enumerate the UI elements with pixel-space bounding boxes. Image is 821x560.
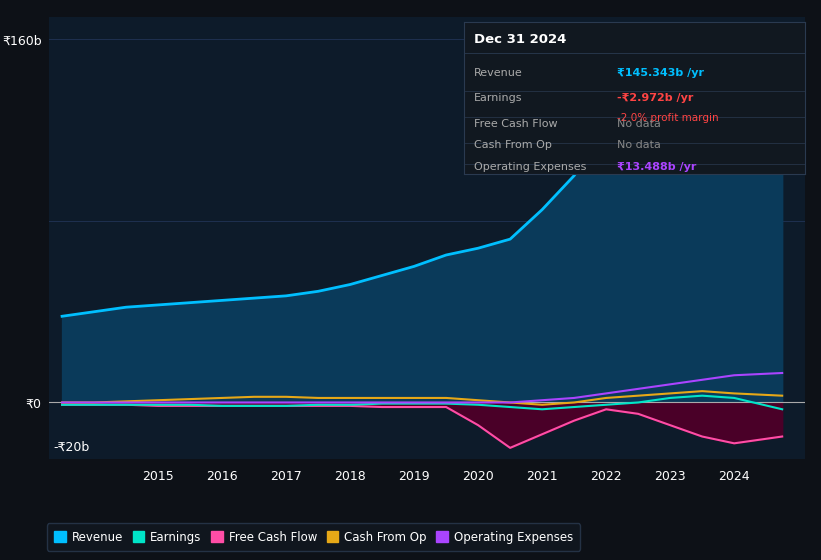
Legend: Revenue, Earnings, Free Cash Flow, Cash From Op, Operating Expenses: Revenue, Earnings, Free Cash Flow, Cash … [47,524,580,550]
Text: Revenue: Revenue [474,68,523,78]
Text: No data: No data [617,119,661,129]
Text: Earnings: Earnings [474,94,523,104]
Text: ₹13.488b /yr: ₹13.488b /yr [617,161,696,171]
Text: ₹145.343b /yr: ₹145.343b /yr [617,68,704,78]
Text: -₹20b: -₹20b [53,441,89,454]
Text: Free Cash Flow: Free Cash Flow [474,119,557,129]
Text: Dec 31 2024: Dec 31 2024 [474,33,566,46]
Text: -₹2.972b /yr: -₹2.972b /yr [617,94,694,104]
Text: Cash From Op: Cash From Op [474,141,552,150]
Text: No data: No data [617,141,661,150]
Text: Operating Expenses: Operating Expenses [474,161,586,171]
Text: -2.0% profit margin: -2.0% profit margin [617,113,719,123]
